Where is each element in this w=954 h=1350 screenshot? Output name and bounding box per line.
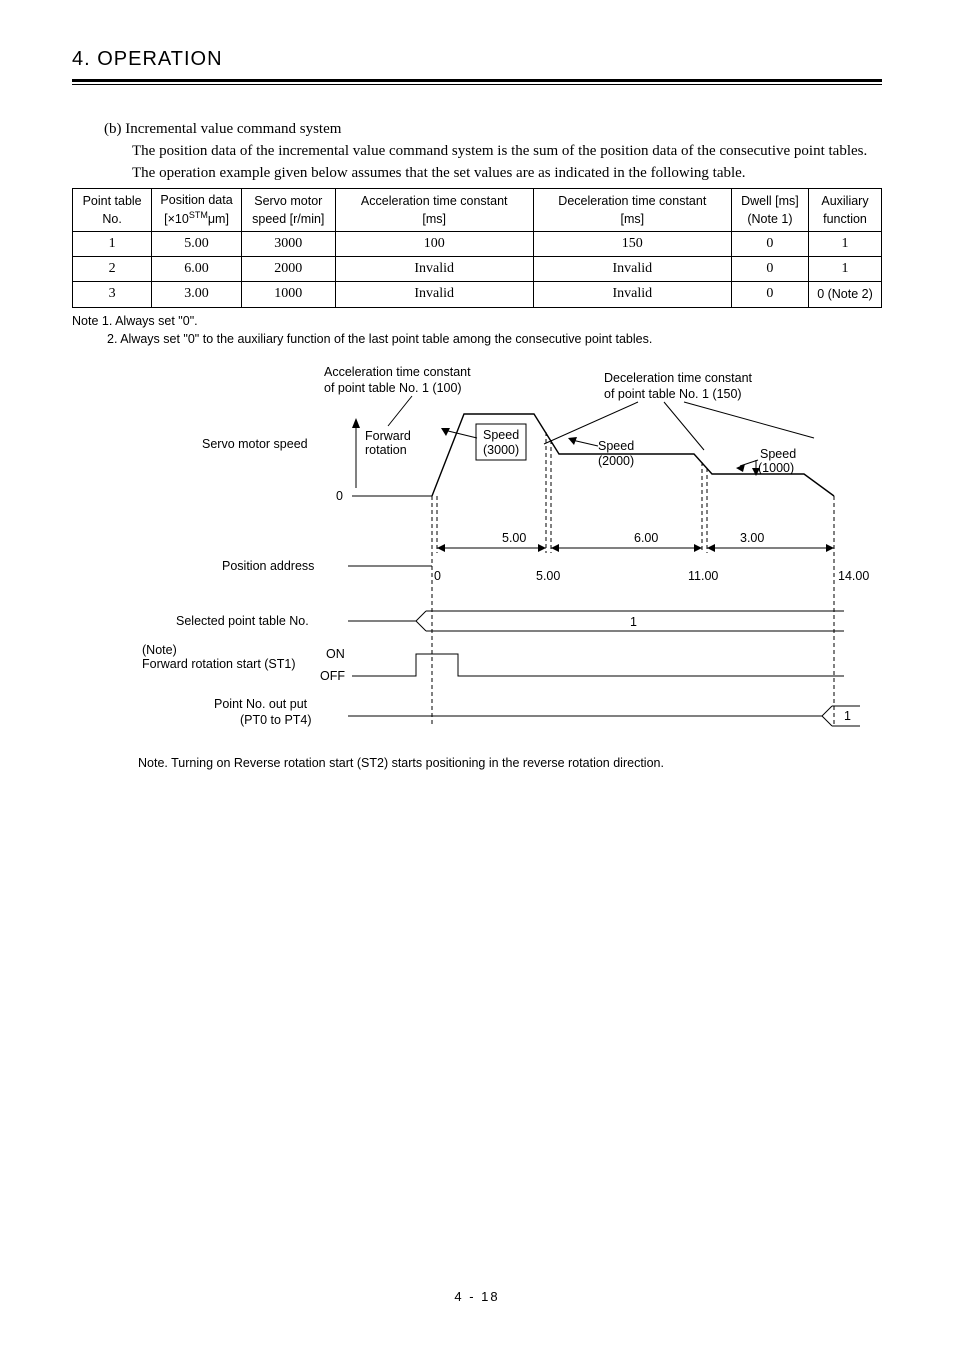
- subsection-label: (b) Incremental value command system: [104, 119, 882, 141]
- heading-rule: [72, 79, 882, 85]
- table-row: 3 3.00 1000 Invalid Invalid 0 0 (Note 2): [73, 282, 882, 307]
- speed-zero: 0: [336, 489, 343, 503]
- speed-3000-l2: (3000): [483, 443, 519, 457]
- th-dwell: Dwell [ms](Note 1): [731, 189, 808, 231]
- decel-label-l1: Deceleration time constant: [604, 371, 753, 385]
- speed-1000-l2: (1000): [758, 461, 794, 475]
- dist-5: 5.00: [502, 531, 526, 545]
- servo-motor-speed-label: Servo motor speed: [202, 437, 308, 451]
- timing-diagram: Acceleration time constant of point tabl…: [104, 358, 882, 746]
- pa-11: 11.00: [688, 569, 718, 583]
- th-decel: Deceleration time constant[ms]: [533, 189, 731, 231]
- dist-6: 6.00: [634, 531, 658, 545]
- paragraph-2: The operation example given below assume…: [132, 163, 882, 185]
- point-table: Point tableNo. Position data [×10STMμm] …: [72, 188, 882, 307]
- st1-on: ON: [326, 647, 345, 661]
- pno-value: 1: [844, 709, 851, 723]
- th-accel: Acceleration time constant[ms]: [335, 189, 533, 231]
- selected-point-table-value: 1: [630, 615, 637, 629]
- speed-2000-l1: Speed: [598, 439, 634, 453]
- section-heading: 4. OPERATION: [72, 48, 882, 77]
- table-row: 2 6.00 2000 Invalid Invalid 0 1: [73, 256, 882, 281]
- th-servo-speed: Servo motorspeed [r/min]: [241, 189, 335, 231]
- paragraph-1: The position data of the incremental val…: [132, 141, 882, 163]
- accel-label-l2: of point table No. 1 (100): [324, 381, 462, 395]
- position-address-label: Position address: [222, 559, 314, 573]
- st1-note: (Note): [142, 643, 177, 657]
- speed-1000-l1: Speed: [760, 447, 796, 461]
- st1-label: Forward rotation start (ST1): [142, 657, 296, 671]
- th-position-data: Position data [×10STMμm]: [152, 189, 242, 231]
- note-2: 2. Always set "0" to the auxiliary funct…: [72, 330, 882, 348]
- forward-rotation-l2: rotation: [365, 443, 407, 457]
- decel-label-l2: of point table No. 1 (150): [604, 387, 742, 401]
- selected-point-table-label: Selected point table No.: [176, 614, 309, 628]
- footer-note: Note. Turning on Reverse rotation start …: [138, 754, 882, 772]
- forward-rotation-l1: Forward: [365, 429, 411, 443]
- pno-label-l2: (PT0 to PT4): [240, 713, 312, 727]
- st1-off: OFF: [320, 669, 345, 683]
- dist-3: 3.00: [740, 531, 764, 545]
- note-1: Note 1. Always set "0".: [72, 312, 882, 330]
- pa-0: 0: [434, 569, 441, 583]
- th-point-no: Point tableNo.: [73, 189, 152, 231]
- table-row: 1 5.00 3000 100 150 0 1: [73, 231, 882, 256]
- pno-label-l1: Point No. out put: [214, 697, 308, 711]
- accel-label-l1: Acceleration time constant: [324, 365, 471, 379]
- speed-3000-l1: Speed: [483, 428, 519, 442]
- th-aux: Auxiliaryfunction: [808, 189, 881, 231]
- pa-5: 5.00: [536, 569, 560, 583]
- pa-14: 14.00: [838, 569, 869, 583]
- speed-2000-l2: (2000): [598, 454, 634, 468]
- page-number: 4 - 18: [0, 1289, 954, 1304]
